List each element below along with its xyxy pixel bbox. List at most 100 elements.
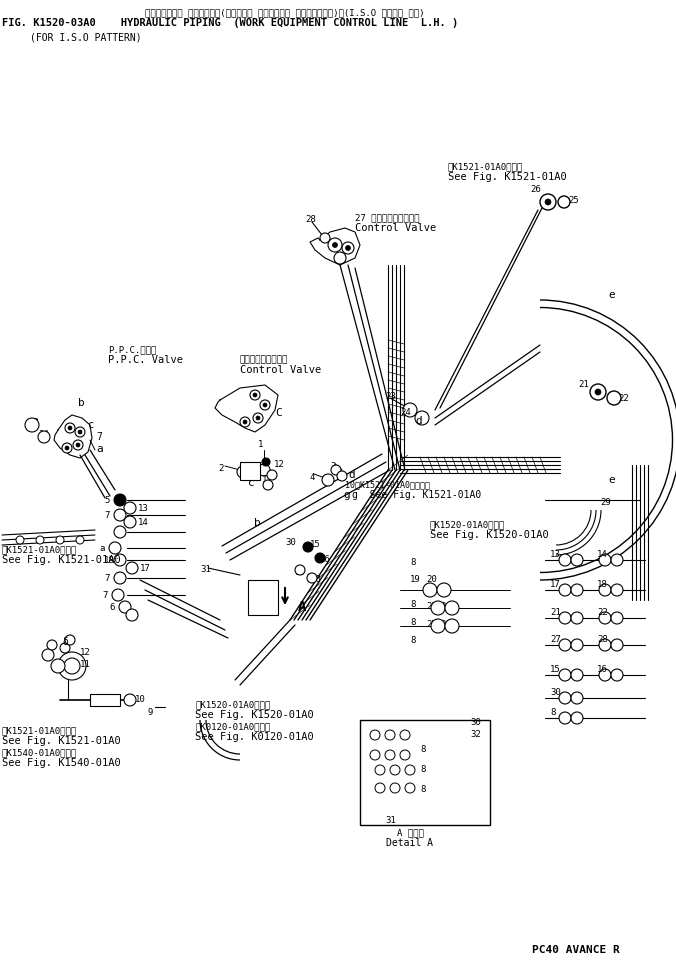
Text: 30: 30	[470, 718, 481, 727]
Text: 31: 31	[385, 816, 395, 825]
Text: 31: 31	[200, 565, 211, 574]
Circle shape	[370, 750, 380, 760]
Text: A 詳細図: A 詳細図	[397, 828, 423, 837]
Circle shape	[331, 465, 341, 475]
Circle shape	[303, 542, 313, 552]
Circle shape	[431, 601, 445, 615]
Text: 29: 29	[600, 498, 610, 507]
Text: 26: 26	[530, 185, 541, 194]
Bar	[248, 580, 278, 615]
Circle shape	[114, 494, 126, 506]
Circle shape	[390, 783, 400, 793]
Text: 8: 8	[410, 618, 415, 627]
Circle shape	[124, 502, 136, 514]
Text: Detail A: Detail A	[387, 838, 433, 848]
Text: 25: 25	[426, 620, 437, 629]
Text: 27 コントロールバルブ: 27 コントロールバルブ	[355, 213, 420, 222]
Circle shape	[400, 750, 410, 760]
Text: P.P.C. Valve: P.P.C. Valve	[108, 355, 183, 365]
Circle shape	[114, 572, 126, 584]
Text: ハイドロリック パイピング　(サギョウキ コントロール ライン、ヒダリ)　(I.S.O パターン ヨウ): ハイドロリック パイピング (サギョウキ コントロール ライン、ヒダリ) (I.…	[145, 8, 425, 17]
Circle shape	[405, 783, 415, 793]
Circle shape	[375, 765, 385, 775]
Text: 10: 10	[135, 695, 146, 704]
Circle shape	[51, 659, 65, 673]
Text: 8: 8	[420, 765, 425, 774]
Circle shape	[405, 765, 415, 775]
Circle shape	[385, 730, 395, 740]
Circle shape	[337, 471, 347, 481]
Text: b: b	[254, 518, 261, 528]
Circle shape	[333, 242, 337, 247]
Text: 22: 22	[618, 394, 629, 403]
Circle shape	[400, 730, 410, 740]
Circle shape	[559, 712, 571, 724]
Circle shape	[571, 612, 583, 624]
Text: See Fig. K0120-01A0: See Fig. K0120-01A0	[195, 732, 314, 742]
Circle shape	[64, 658, 80, 674]
Text: 第K1520-01A0図参照: 第K1520-01A0図参照	[195, 700, 270, 709]
Text: d: d	[348, 470, 355, 480]
Circle shape	[611, 554, 623, 566]
Text: 19: 19	[410, 575, 420, 584]
Circle shape	[114, 554, 126, 566]
Circle shape	[571, 692, 583, 704]
Circle shape	[599, 554, 611, 566]
Circle shape	[315, 553, 325, 563]
Text: 17: 17	[140, 564, 151, 573]
Text: 第K1520-01A0図参照: 第K1520-01A0図参照	[430, 520, 505, 529]
Circle shape	[250, 390, 260, 400]
Text: 4: 4	[310, 473, 316, 482]
Text: 第K1540-01A0図参照: 第K1540-01A0図参照	[2, 748, 77, 757]
Text: 26: 26	[440, 620, 451, 629]
Circle shape	[78, 430, 82, 434]
Circle shape	[109, 542, 121, 554]
Circle shape	[114, 509, 126, 521]
Circle shape	[571, 584, 583, 596]
Text: 27: 27	[550, 635, 561, 644]
Text: 28: 28	[597, 635, 608, 644]
Text: g: g	[343, 490, 349, 500]
Text: コントロールバルブ: コントロールバルブ	[240, 355, 289, 364]
Circle shape	[65, 446, 69, 450]
Circle shape	[611, 639, 623, 651]
Circle shape	[611, 584, 623, 596]
Circle shape	[260, 400, 270, 410]
Text: e: e	[608, 290, 614, 300]
Text: 33: 33	[28, 418, 39, 427]
Circle shape	[124, 694, 136, 706]
Circle shape	[237, 466, 249, 478]
Circle shape	[599, 584, 611, 596]
Circle shape	[403, 403, 417, 417]
Text: 16: 16	[320, 555, 331, 564]
Text: a: a	[99, 544, 104, 553]
Circle shape	[423, 583, 437, 597]
Circle shape	[558, 196, 570, 208]
Circle shape	[263, 403, 267, 407]
Text: 11: 11	[80, 660, 91, 669]
Text: (FOR I.S.O PATTERN): (FOR I.S.O PATTERN)	[30, 32, 142, 42]
Circle shape	[253, 413, 263, 423]
Text: 20: 20	[426, 575, 437, 584]
Text: FIG. K1520-03A0    HYDRAULIC PIPING  (WORK EQUIPMENT CONTROL LINE  L.H. ): FIG. K1520-03A0 HYDRAULIC PIPING (WORK E…	[2, 18, 458, 28]
Circle shape	[68, 426, 72, 430]
Circle shape	[431, 619, 445, 633]
Circle shape	[540, 194, 556, 210]
Circle shape	[334, 252, 346, 264]
Circle shape	[75, 427, 85, 437]
Text: 10第K1521-01A0図参照近: 10第K1521-01A0図参照近	[345, 480, 430, 489]
Circle shape	[16, 536, 24, 544]
Text: 14: 14	[138, 518, 149, 527]
Text: g  See Fig. K1521-01A0: g See Fig. K1521-01A0	[352, 490, 481, 500]
Circle shape	[320, 233, 330, 243]
Circle shape	[445, 619, 459, 633]
Circle shape	[263, 480, 273, 490]
Text: 9: 9	[148, 708, 153, 717]
Text: P.P.C.バルブ: P.P.C.バルブ	[108, 345, 156, 354]
Circle shape	[322, 474, 334, 486]
Circle shape	[545, 199, 551, 205]
Text: 12: 12	[80, 648, 91, 657]
Text: 15: 15	[310, 540, 320, 549]
Circle shape	[571, 639, 583, 651]
Text: See Fig. K1521-01A0: See Fig. K1521-01A0	[2, 736, 121, 746]
